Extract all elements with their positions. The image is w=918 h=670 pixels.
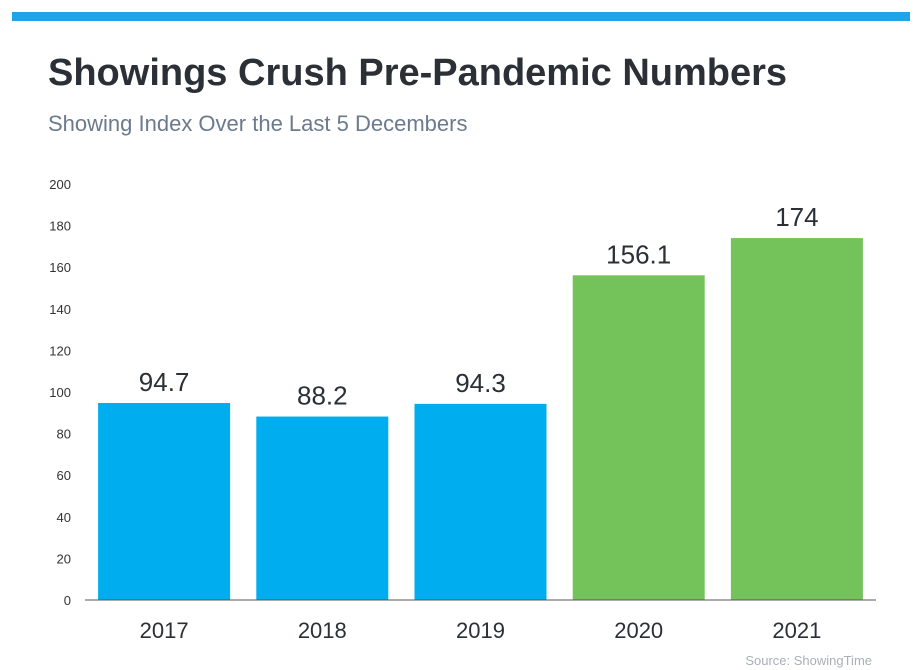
- y-tick-label: 140: [49, 302, 71, 317]
- y-tick-label: 100: [49, 385, 71, 400]
- x-tick-label: 2017: [140, 618, 189, 643]
- data-label: 88.2: [297, 381, 348, 411]
- bar: [98, 403, 231, 600]
- chart-title: Showings Crush Pre-Pandemic Numbers: [48, 52, 788, 94]
- x-tick-label: 2020: [614, 618, 663, 643]
- x-tick-label: 2018: [298, 618, 347, 643]
- x-tick-label: 2019: [456, 618, 505, 643]
- y-tick-label: 40: [57, 510, 71, 525]
- y-tick-label: 120: [49, 343, 71, 358]
- top-accent-bar: [12, 12, 910, 21]
- y-tick-label: 200: [49, 177, 71, 192]
- y-tick-label: 0: [64, 593, 71, 608]
- bar: [730, 238, 863, 600]
- data-label: 174: [775, 202, 818, 232]
- y-tick-label: 160: [49, 260, 71, 275]
- source-note: Source: ShowingTime: [745, 653, 872, 668]
- x-tick-label: 2021: [772, 618, 821, 643]
- chart-subtitle: Showing Index Over the Last 5 Decembers: [48, 111, 468, 136]
- bar: [256, 416, 389, 600]
- y-tick-label: 60: [57, 468, 71, 483]
- bar: [572, 275, 705, 600]
- y-tick-label: 180: [49, 219, 71, 234]
- data-label: 156.1: [606, 239, 671, 269]
- data-label: 94.7: [139, 367, 190, 397]
- bar: [414, 403, 547, 600]
- data-label: 94.3: [455, 368, 506, 398]
- y-tick-label: 80: [57, 427, 71, 442]
- y-tick-label: 20: [57, 551, 71, 566]
